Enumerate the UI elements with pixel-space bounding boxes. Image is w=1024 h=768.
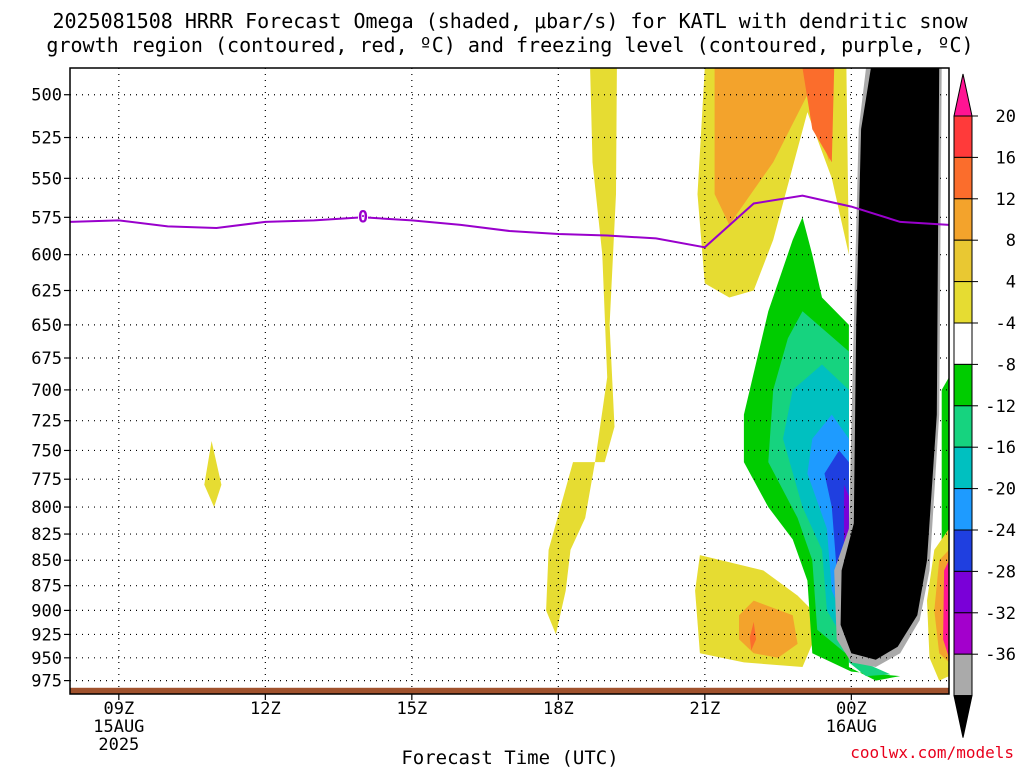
x-tick-label: 15AUG: [93, 717, 144, 737]
y-tick-label: 600: [31, 246, 62, 266]
colorbar-swatch: [953, 239, 973, 283]
y-tick-label: 725: [31, 412, 62, 432]
colorbar-label: -28: [985, 562, 1016, 582]
colorbar-swatch: [953, 488, 973, 531]
colorbar-swatch: [953, 529, 973, 572]
colorbar-swatch: [953, 446, 973, 490]
colorbar-swatch: [953, 653, 973, 697]
colorbar-label: 20: [996, 107, 1016, 127]
colorbar-label: -12: [985, 397, 1016, 417]
y-tick-label: 675: [31, 349, 62, 369]
colorbar-swatch: [953, 570, 973, 614]
y-tick-label: 850: [31, 551, 62, 571]
chart-title-line1: 2025081508 HRRR Forecast Omega (shaded, …: [52, 9, 968, 33]
colorbar-swatch: [953, 156, 973, 200]
y-tick-label: 700: [31, 381, 62, 401]
y-tick-label: 625: [31, 281, 62, 301]
colorbar-swatch: [953, 115, 973, 158]
colorbar-label: 8: [1006, 231, 1016, 251]
y-tick-label: 500: [31, 86, 62, 106]
x-tick-label: 15Z: [396, 699, 427, 719]
y-tick-label: 975: [31, 672, 62, 692]
colorbar-label: 4: [1006, 273, 1016, 293]
omega-region-3: [714, 68, 832, 225]
chart-title-line2: growth region (contoured, red, ºC) and f…: [46, 33, 973, 57]
x-tick-label: 09Z: [103, 699, 134, 719]
y-tick-label: 550: [31, 169, 62, 189]
colorbar-swatch: [953, 281, 973, 324]
freezing-level-label: 0: [358, 207, 368, 227]
y-tick-label: 925: [31, 625, 62, 645]
y-tick-label: 900: [31, 601, 62, 621]
y-tick-label: 525: [31, 129, 62, 149]
colorbar-swatch: [953, 612, 973, 655]
plot-frame: [69, 67, 950, 695]
freezing-level-line: [70, 194, 949, 249]
y-tick-label: 950: [31, 649, 62, 669]
x-tick-label: 21Z: [689, 699, 720, 719]
y-tick-label: 775: [31, 470, 62, 490]
colorbar-swatch: [953, 405, 973, 448]
omega-region-4: [802, 68, 835, 163]
grid-lines: [70, 68, 949, 694]
omega-region-7: [749, 622, 757, 651]
freezing-label-bg: [358, 209, 368, 224]
colorbar-bottom-arrow: [953, 695, 973, 738]
y-tick-label: 875: [31, 577, 62, 597]
x-tick-label: 2025: [98, 735, 139, 755]
y-tick-label: 575: [31, 208, 62, 228]
colorbar-label: -24: [985, 521, 1016, 541]
colorbar-label: 12: [996, 190, 1016, 210]
y-tick-label: 750: [31, 441, 62, 461]
freezing-level-contour: 0: [70, 194, 949, 249]
y-tick-label: 800: [31, 498, 62, 518]
omega-region-0: [546, 68, 617, 635]
ground-surface: [70, 687, 949, 694]
colorbar-label: -32: [985, 604, 1016, 624]
colorbar-label: -16: [985, 438, 1016, 458]
pressure-axis: 500 525 550 575 600 625 650 675 700 725 750 775 800 8…: [31, 86, 70, 692]
colorbar-label: -8: [996, 355, 1016, 375]
colorbar-swatch: [953, 198, 973, 241]
x-tick-label: 18Z: [543, 699, 574, 719]
colorbar-label: -36: [985, 645, 1016, 665]
colorbar-swatch: [953, 363, 973, 407]
omega-colorbar: 20 16 12 8 4 -4 -8 -12 -16 -20 -24 -28 -32 -36: [953, 73, 1016, 738]
x-tick-label: 16AUG: [826, 717, 877, 737]
y-tick-label: 825: [31, 525, 62, 545]
omega-region-15: [840, 68, 940, 660]
plot-area: 0: [69, 67, 950, 695]
omega-shading: [204, 68, 949, 681]
omega-region-1: [204, 441, 222, 508]
colorbar-swatch: [953, 322, 973, 365]
x-tick-label: 00Z: [836, 699, 867, 719]
colorbar-top-arrow: [953, 73, 973, 117]
colorbar-label: -20: [985, 480, 1016, 500]
y-tick-label: 650: [31, 316, 62, 336]
credit-link[interactable]: coolwx.com/models: [850, 743, 1014, 762]
omega-region-19: [943, 560, 949, 658]
omega-region-16: [941, 377, 949, 581]
x-tick-label: 12Z: [250, 699, 281, 719]
colorbar-label: -4: [996, 314, 1016, 334]
colorbar-label: 16: [996, 148, 1016, 168]
x-axis-title: Forecast Time (UTC): [401, 747, 618, 768]
